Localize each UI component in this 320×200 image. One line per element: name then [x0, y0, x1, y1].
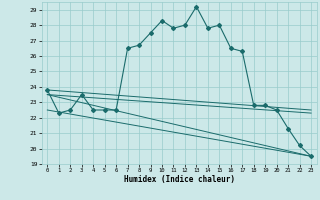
- X-axis label: Humidex (Indice chaleur): Humidex (Indice chaleur): [124, 175, 235, 184]
